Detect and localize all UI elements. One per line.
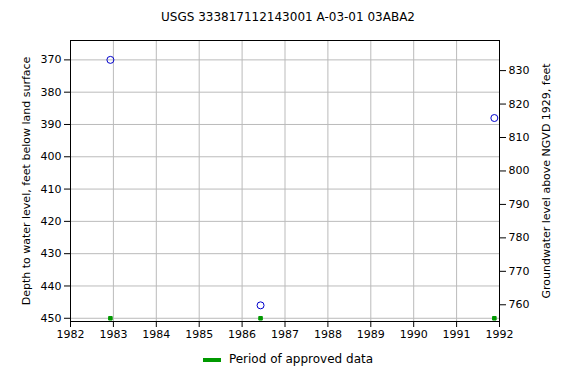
svg-text:440: 440 (41, 279, 62, 292)
svg-text:770: 770 (509, 265, 530, 278)
svg-text:760: 760 (509, 298, 530, 311)
svg-text:370: 370 (41, 53, 62, 66)
svg-text:820: 820 (509, 98, 530, 111)
svg-text:450: 450 (41, 312, 62, 325)
svg-text:790: 790 (509, 198, 530, 211)
svg-text:780: 780 (509, 231, 530, 244)
svg-text:830: 830 (509, 64, 530, 77)
svg-text:420: 420 (41, 215, 62, 228)
svg-text:1987: 1987 (271, 328, 299, 341)
svg-text:430: 430 (41, 247, 62, 260)
svg-text:Depth to water level, feet bel: Depth to water level, feet below land su… (20, 56, 33, 305)
svg-text:1986: 1986 (228, 328, 256, 341)
svg-text:810: 810 (509, 131, 530, 144)
svg-text:380: 380 (41, 86, 62, 99)
svg-text:1991: 1991 (443, 328, 471, 341)
svg-text:1989: 1989 (357, 328, 385, 341)
svg-text:1983: 1983 (99, 328, 127, 341)
svg-text:Groundwater level above NGVD 1: Groundwater level above NGVD 1929, feet (540, 63, 553, 299)
svg-text:800: 800 (509, 164, 530, 177)
html-text:Period of approved data: Period of approved data (228, 352, 374, 366)
svg-text:400: 400 (41, 150, 62, 163)
svg-text:1992: 1992 (486, 328, 514, 341)
svg-text:1990: 1990 (400, 328, 428, 341)
svg-text:410: 410 (41, 183, 62, 196)
html-text:USGS 333817112143001 A-03-01 0: USGS 333817112143001 A-03-01 03ABA2 (161, 10, 415, 24)
svg-text:1988: 1988 (314, 328, 342, 341)
svg-text:390: 390 (41, 118, 62, 131)
svg-text:1985: 1985 (185, 328, 213, 341)
svg-text:1984: 1984 (142, 328, 170, 341)
svg-text:1982: 1982 (57, 328, 85, 341)
